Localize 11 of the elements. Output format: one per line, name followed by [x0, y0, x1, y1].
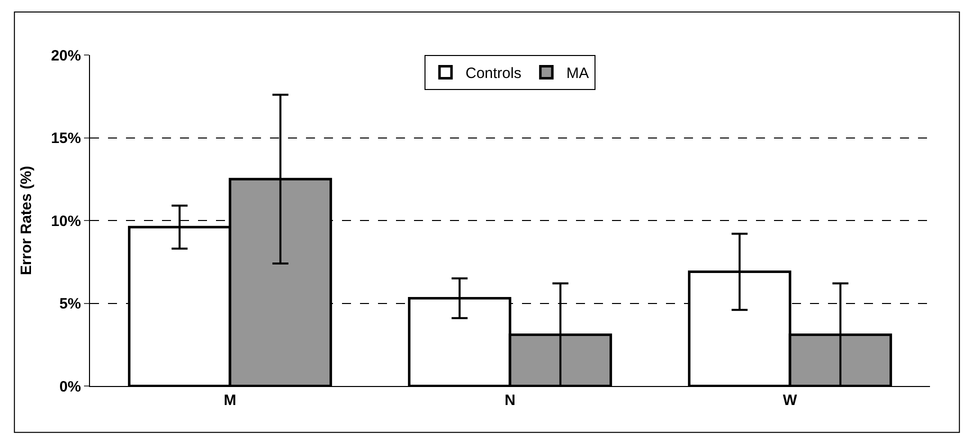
legend-label: Controls	[466, 65, 522, 82]
y-tick-label: 0%	[59, 378, 81, 396]
y-tick-label: 10%	[50, 212, 81, 230]
y-tick-label: 20%	[50, 47, 81, 64]
y-tick-label: 15%	[50, 130, 81, 147]
x-tick-label: W	[782, 392, 798, 409]
x-tick-label: M	[224, 392, 236, 409]
y-axis-title: Error Rates (%)	[18, 166, 36, 276]
x-tick-label: N	[504, 392, 516, 409]
legend-label: MA	[566, 65, 589, 82]
y-tick-label: 5%	[59, 296, 81, 312]
